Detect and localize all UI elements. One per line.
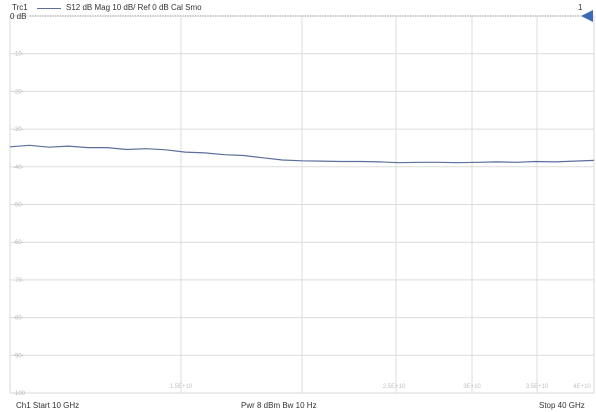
x-tick-label: 3E+10	[463, 384, 481, 390]
x-tick-label: 1.5E+10	[170, 384, 193, 390]
y-tick-label: -20-	[13, 89, 24, 95]
trace-number: 1	[578, 3, 583, 12]
start-frequency-label[interactable]: Ch1 Start 10 GHz	[16, 401, 80, 410]
trace-header: Trc1 S12 dB Mag 10 dB/ Ref 0 dB Cal Smo …	[0, 0, 596, 22]
power-bandwidth-label[interactable]: Pwr 8 dBm Bw 10 Hz	[241, 401, 317, 410]
stop-frequency-label[interactable]: Stop 40 GHz	[539, 401, 585, 410]
y-tick-label: -80-	[13, 316, 24, 322]
x-tick-label: 2.5E+10	[383, 384, 406, 390]
trace-name[interactable]: Trc1	[12, 3, 28, 12]
y-tick-label: -50-	[13, 203, 24, 209]
reference-marker-icon	[581, 10, 593, 22]
trace-parameters[interactable]: S12 dB Mag 10 dB/ Ref 0 dB Cal Smo	[66, 3, 202, 12]
y-tick-label: -60-	[13, 240, 24, 246]
x-tick-label: 4E+10	[573, 384, 591, 390]
y-tick-label: -10-	[13, 52, 24, 58]
y-tick-label: -40-	[13, 165, 24, 171]
x-tick-label: 3.5E+10	[526, 384, 549, 390]
y-tick-label: -100	[13, 391, 26, 397]
y-tick-label: -30-	[13, 127, 24, 133]
reference-level-label: 0 dB	[10, 12, 27, 21]
trace-line	[9, 144, 595, 164]
y-tick-label: -90-	[13, 353, 24, 359]
y-tick-label: -70-	[13, 278, 24, 284]
trace-legend-line	[37, 8, 61, 9]
